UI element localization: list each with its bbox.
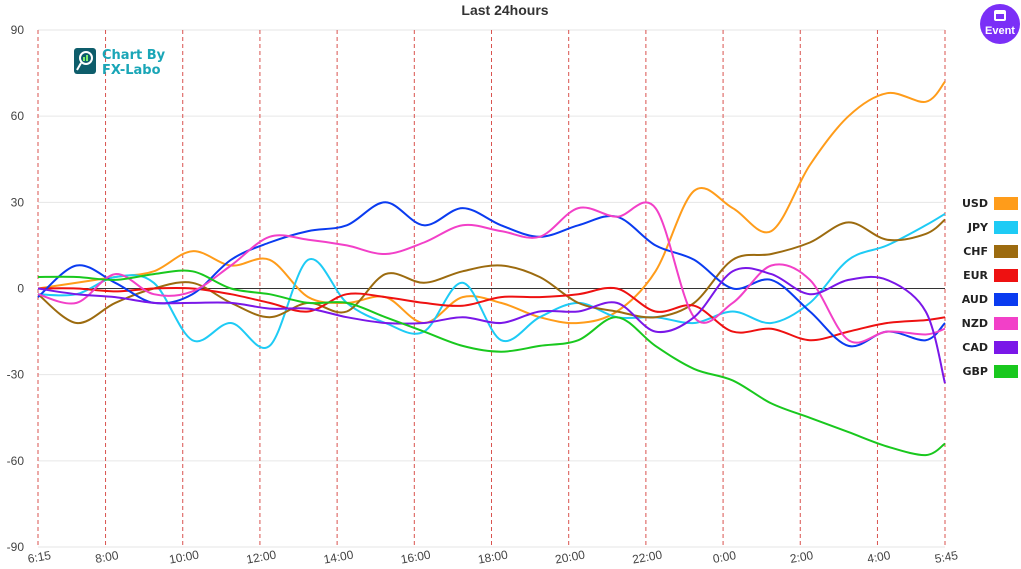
x-tick-label: 22:00	[631, 548, 663, 567]
legend-swatch-usd[interactable]	[994, 197, 1018, 210]
legend-swatch-nzd[interactable]	[994, 317, 1018, 330]
y-tick-label: -90	[7, 540, 25, 554]
legend-swatch-jpy[interactable]	[994, 221, 1018, 234]
series-line-cad	[37, 267, 946, 384]
legend-label-nzd: NZD	[962, 317, 988, 330]
legend-label-cad: CAD	[962, 341, 988, 354]
y-tick-label: 30	[11, 195, 25, 209]
series-line-aud	[37, 201, 946, 348]
y-tick-label: 90	[11, 23, 25, 37]
legend-swatch-chf[interactable]	[994, 245, 1018, 258]
x-tick-label: 16:00	[400, 548, 432, 567]
series-line-chf	[37, 218, 946, 325]
x-axis: 6:15 8:00 10:00 12:00 14:00 16:00 18:00 20:00 22…	[27, 548, 960, 567]
x-tick-label: 10:00	[168, 548, 200, 567]
calendar-icon	[994, 10, 1006, 21]
x-tick-label: 6:15	[27, 548, 53, 566]
logo-line-2: FX-Labo	[102, 63, 161, 78]
event-button-label: Event	[985, 25, 1015, 37]
y-axis: -90 -60 -30 0 30 60 90	[7, 23, 25, 554]
y-tick-label: -60	[7, 454, 25, 468]
series-lines	[37, 81, 946, 457]
legend-label-gbp: GBP	[963, 365, 988, 378]
x-tick-label: 2:00	[789, 548, 815, 566]
series-line-gbp	[37, 269, 946, 457]
x-tick-label: 20:00	[554, 548, 586, 567]
event-button[interactable]: Event	[980, 4, 1020, 44]
chart-by-fx-labo-logo: Chart By FX-Labo	[74, 48, 166, 78]
x-tick-label: 14:00	[322, 548, 354, 567]
legend-swatch-cad[interactable]	[994, 341, 1018, 354]
legend-swatch-eur[interactable]	[994, 269, 1018, 282]
legend-swatch-aud[interactable]	[994, 293, 1018, 306]
x-tick-label: 4:00	[866, 548, 892, 566]
legend-label-eur: EUR	[963, 269, 988, 282]
series-line-usd	[37, 81, 946, 325]
series-line-eur	[37, 286, 946, 342]
legend-label-jpy: JPY	[967, 221, 989, 234]
legend: USD JPY CHF EUR AUD NZD CAD GBP	[962, 197, 1018, 378]
y-tick-label: 0	[17, 282, 24, 296]
x-tick-label: 8:00	[94, 548, 120, 566]
legend-label-aud: AUD	[962, 293, 988, 306]
x-tick-label: 18:00	[477, 548, 509, 567]
legend-label-chf: CHF	[963, 245, 988, 258]
legend-swatch-gbp[interactable]	[994, 365, 1018, 378]
y-tick-label: -30	[7, 368, 25, 382]
x-tick-label: 0:00	[712, 548, 738, 566]
vertical-grid	[37, 30, 946, 547]
chart-magnifier-icon	[74, 48, 96, 74]
x-tick-label: 5:45	[934, 548, 960, 566]
legend-label-usd: USD	[962, 197, 988, 210]
x-tick-label: 12:00	[245, 548, 277, 567]
y-tick-label: 60	[11, 109, 25, 123]
series-line-nzd	[37, 201, 946, 344]
series-line-jpy	[37, 212, 946, 349]
chart-title: Last 24hours	[461, 2, 548, 18]
logo-line-1: Chart By	[102, 48, 166, 63]
